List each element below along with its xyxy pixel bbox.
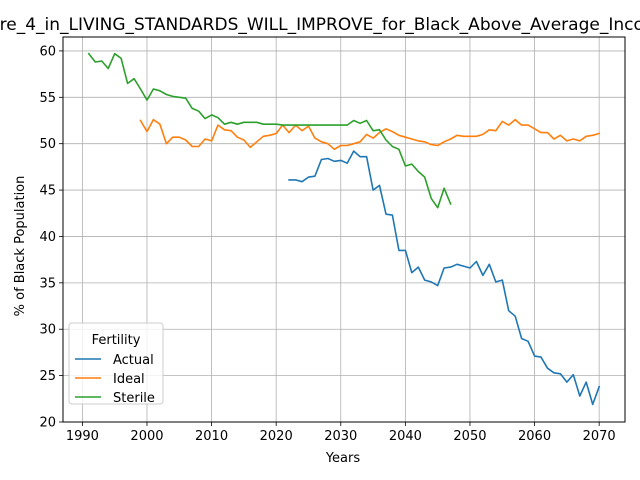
ticks: 1990 2000 2010 2020 2030 2040 2050 2060 2070 20 25…: [39, 44, 615, 444]
legend: Fertility Actual Ideal Sterile: [68, 322, 164, 406]
legend-label-sterile: Sterile: [113, 391, 155, 406]
series-lines: [87, 52, 601, 406]
y-tick-label: 25: [39, 369, 56, 384]
y-tick-label: 60: [39, 44, 56, 59]
x-tick-label: 2010: [195, 429, 228, 444]
legend-title: Fertility: [92, 333, 141, 348]
x-tick-label: 2070: [583, 429, 616, 444]
legend-box: [68, 322, 164, 405]
x-tick-label: 2050: [453, 429, 486, 444]
x-tick-label: 1990: [66, 429, 99, 444]
y-tick-label: 40: [39, 230, 56, 245]
series-line-sterile: [87, 52, 452, 209]
x-tick-label: 2060: [518, 429, 551, 444]
legend-label-ideal: Ideal: [113, 372, 145, 387]
x-tick-label: 2030: [324, 429, 357, 444]
y-axis-label: % of Black Population: [13, 176, 28, 317]
x-axis-label: Years: [325, 451, 361, 466]
y-tick-label: 35: [39, 276, 56, 291]
y-tick-label: 55: [39, 91, 56, 106]
plot-frame: [62, 36, 626, 423]
series-line-actual: [288, 150, 601, 406]
chart-title: Score_4_in_LIVING_STANDARDS_WILL_IMPROVE…: [0, 15, 640, 35]
y-tick-label: 30: [39, 323, 56, 338]
legend-label-actual: Actual: [113, 353, 154, 368]
y-tick-label: 50: [39, 137, 56, 152]
x-tick-label: 2000: [130, 429, 163, 444]
x-tick-label: 2040: [389, 429, 422, 444]
y-tick-label: 20: [39, 416, 56, 431]
y-tick-label: 45: [39, 184, 56, 199]
x-tick-label: 2020: [260, 429, 293, 444]
series-line-ideal: [139, 118, 601, 151]
